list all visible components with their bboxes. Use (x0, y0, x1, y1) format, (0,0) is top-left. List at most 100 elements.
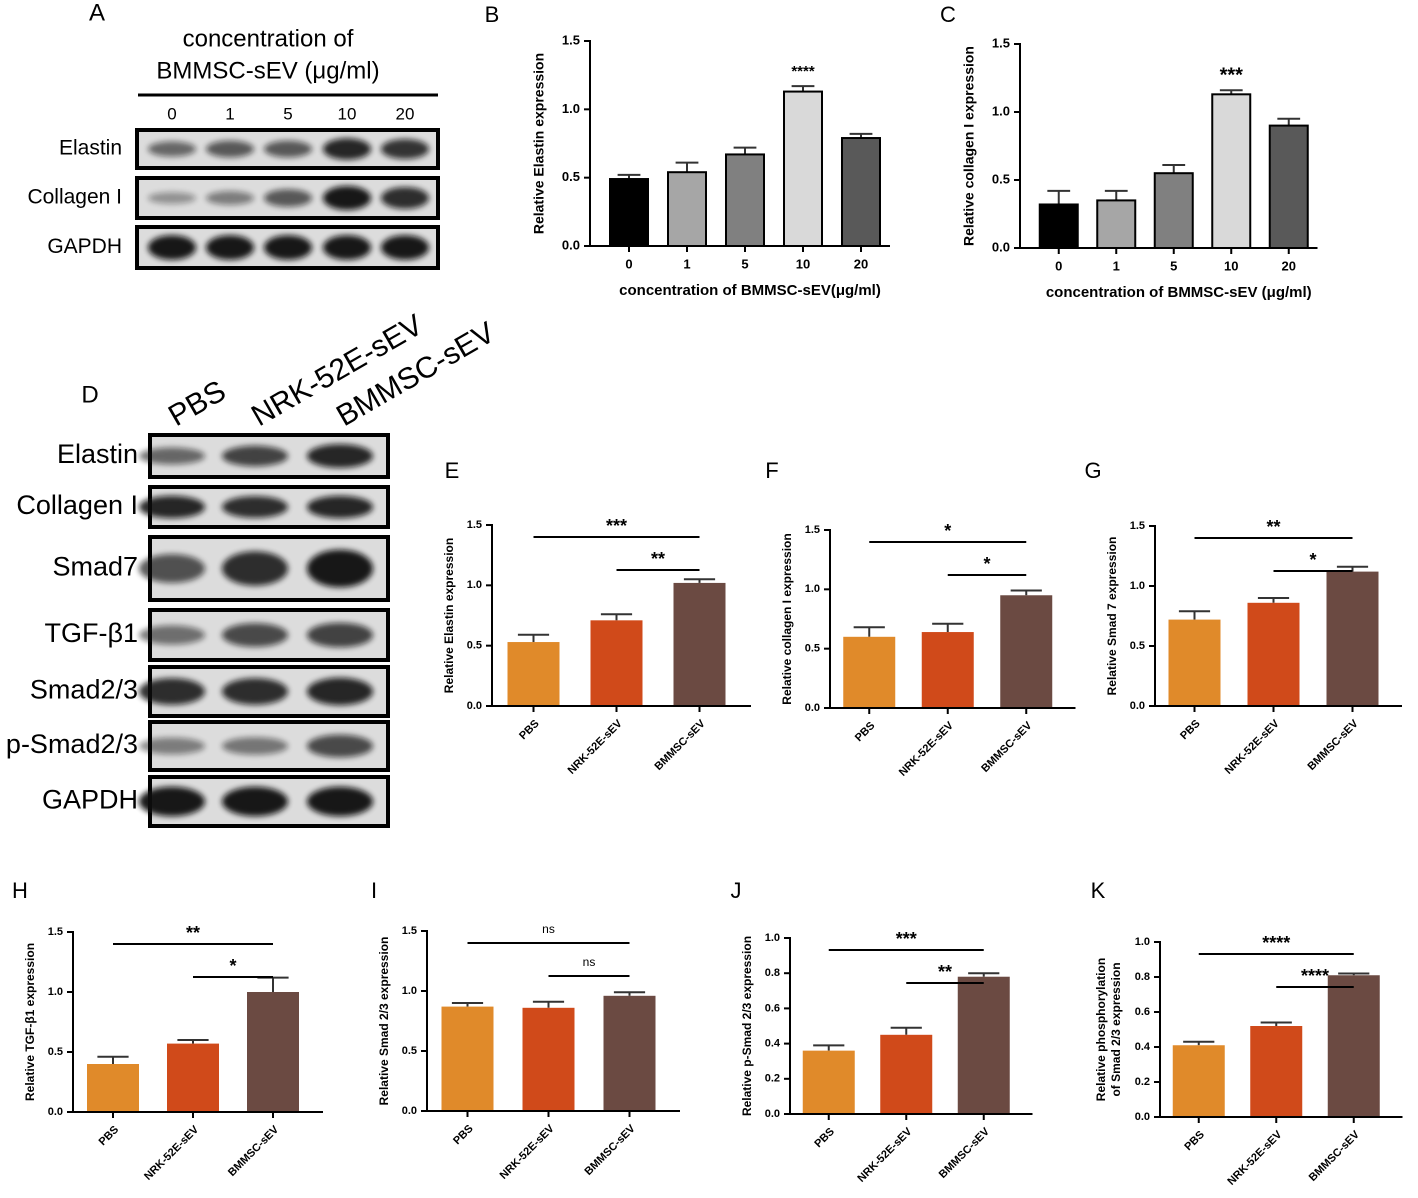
x-tick-label: 0 (625, 256, 632, 271)
blot-band (139, 625, 205, 645)
significance: ** (1266, 517, 1280, 537)
bar (957, 976, 1010, 1114)
blot-band (323, 235, 371, 260)
bar (1327, 975, 1380, 1117)
y-tick-label: 1.5 (1130, 520, 1145, 532)
bar (87, 1064, 139, 1112)
blot-band (381, 138, 429, 160)
blot-band (323, 138, 371, 160)
bar (1000, 595, 1053, 708)
panel-label: H (12, 878, 28, 903)
y-tick-label: 1.5 (805, 524, 820, 536)
lane-label: PBS (163, 374, 231, 433)
bar (921, 632, 974, 708)
y-axis-label: Relative p-Smad 2/3 expression (740, 936, 754, 1116)
lane-label: 20 (396, 104, 415, 123)
blot-band (206, 235, 254, 260)
significance: **** (791, 63, 815, 80)
panel-label: B (485, 2, 500, 27)
panel-label: J (731, 878, 742, 903)
y-tick-label: 0.2 (1135, 1076, 1150, 1088)
blot-title: BMMSC-sEV (μg/ml) (156, 57, 379, 84)
x-tick-label: 0 (1055, 258, 1062, 273)
significance: * (1309, 550, 1316, 570)
panel-label: E (445, 458, 460, 483)
panel-label: C (940, 2, 956, 27)
x-tick-label: PBS (451, 1123, 475, 1147)
y-tick-label: 0.6 (765, 1002, 780, 1014)
x-tick-label: NRK-52E-sEV (566, 717, 626, 777)
y-tick-label: 0.4 (765, 1038, 781, 1050)
blot-band (222, 445, 288, 467)
bar (841, 137, 881, 248)
blot-band (307, 495, 373, 519)
significance: **** (1262, 933, 1290, 953)
blot-band (222, 623, 288, 647)
blot-band (307, 549, 373, 588)
x-tick-label: 5 (1170, 258, 1177, 273)
row-label: Elastin (59, 137, 122, 160)
y-tick-label: 0.2 (765, 1073, 780, 1085)
lane-label: 5 (283, 104, 292, 123)
bar (1250, 1026, 1303, 1117)
x-tick-label: 1 (683, 256, 690, 271)
row-label: Collagen I (16, 490, 138, 520)
x-tick-label: 5 (741, 256, 748, 271)
y-axis-label: of Smad 2/3 expression (1109, 962, 1123, 1096)
x-axis-label: concentration of BMMSC-sEV(μg/ml) (619, 282, 881, 299)
y-tick-label: 1.0 (48, 986, 63, 998)
blot-band (139, 678, 205, 705)
row-label: p-Smad2/3 (6, 729, 138, 759)
y-tick-label: 0.5 (805, 643, 820, 655)
blot-band (139, 495, 205, 519)
y-axis-label: Relative Elastin expression (442, 538, 456, 693)
x-tick-label: NRK-52E-sEV (897, 719, 957, 779)
y-tick-label: 1.0 (562, 101, 580, 116)
lane-label: 10 (338, 104, 357, 123)
y-tick-label: 0.0 (562, 237, 580, 252)
x-tick-label: BMMSC-sEV (979, 719, 1035, 775)
bar (802, 1050, 855, 1114)
x-tick-label: NRK-52E-sEV (142, 1123, 202, 1183)
y-tick-label: 0.0 (402, 1105, 417, 1117)
y-tick-label: 1.5 (992, 35, 1010, 50)
blot-band (307, 677, 373, 706)
x-tick-label: BMMSC-sEV (1307, 1128, 1363, 1184)
y-tick-label: 1.5 (467, 519, 482, 531)
significance: ** (186, 923, 200, 943)
blot-band (307, 444, 373, 468)
x-tick-label: NRK-52E-sEV (1225, 1128, 1285, 1188)
bar (1211, 93, 1252, 249)
y-tick-label: 1.0 (467, 579, 482, 591)
panel-label: G (1084, 458, 1101, 483)
x-tick-label: PBS (1178, 718, 1202, 742)
y-tick-label: 1.5 (562, 32, 580, 47)
bar (1172, 1045, 1225, 1117)
bar (247, 992, 299, 1112)
blot-band (148, 141, 196, 157)
bar (783, 90, 823, 247)
significance: ** (938, 962, 952, 982)
bar (522, 1007, 575, 1111)
bar (441, 1006, 494, 1111)
blot-band (139, 786, 205, 817)
y-axis-label: Relative Elastin expression (531, 53, 547, 234)
blot-band (307, 734, 373, 758)
y-axis-label: Relative Smad 7 expression (1105, 537, 1119, 696)
bar (1326, 571, 1379, 706)
x-tick-label: 20 (1282, 258, 1296, 273)
significance: *** (896, 929, 917, 949)
y-tick-label: 0.0 (1135, 1111, 1150, 1123)
row-label: GAPDH (42, 785, 138, 815)
y-tick-label: 0.5 (562, 169, 580, 184)
panel-label: F (765, 458, 778, 483)
x-tick-label: NRK-52E-sEV (498, 1122, 558, 1182)
x-axis-label: concentration of BMMSC-sEV (μg/ml) (1046, 284, 1312, 301)
row-label: TGF-β1 (44, 618, 138, 648)
y-axis-label: Relative collagen I expression (961, 46, 977, 246)
blot-band (222, 551, 288, 586)
bar (609, 178, 649, 248)
blot-band (264, 140, 312, 158)
y-tick-label: 0.8 (765, 967, 780, 979)
row-label: Smad7 (52, 552, 138, 582)
